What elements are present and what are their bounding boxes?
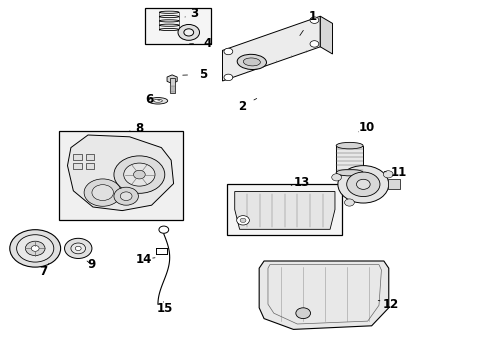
- Text: 3: 3: [190, 7, 198, 20]
- Text: 5: 5: [199, 68, 206, 81]
- Circle shape: [25, 241, 45, 256]
- Text: 12: 12: [382, 298, 399, 311]
- Circle shape: [114, 156, 164, 193]
- Text: 2: 2: [238, 100, 245, 113]
- Polygon shape: [320, 16, 332, 54]
- Ellipse shape: [336, 169, 362, 176]
- Circle shape: [71, 243, 85, 254]
- Circle shape: [75, 246, 81, 251]
- Bar: [144, 8, 211, 44]
- Circle shape: [133, 170, 145, 179]
- Polygon shape: [234, 192, 334, 229]
- Bar: [387, 179, 399, 189]
- Text: 4: 4: [203, 37, 211, 50]
- Bar: [227, 184, 342, 235]
- Circle shape: [309, 41, 318, 47]
- Polygon shape: [67, 135, 173, 211]
- Circle shape: [337, 166, 388, 203]
- Text: 8: 8: [135, 122, 143, 135]
- Bar: [73, 163, 82, 169]
- Ellipse shape: [237, 54, 266, 69]
- Text: 1: 1: [308, 10, 316, 23]
- Circle shape: [178, 24, 199, 40]
- Polygon shape: [167, 75, 177, 84]
- Circle shape: [346, 172, 379, 197]
- Circle shape: [64, 238, 92, 258]
- Ellipse shape: [153, 99, 162, 102]
- Circle shape: [114, 187, 138, 205]
- Polygon shape: [259, 261, 388, 329]
- Ellipse shape: [336, 142, 362, 149]
- Bar: [59, 131, 183, 220]
- Circle shape: [344, 199, 354, 206]
- Text: 15: 15: [156, 302, 173, 315]
- Text: 10: 10: [358, 121, 374, 134]
- Circle shape: [240, 218, 245, 222]
- Circle shape: [10, 230, 61, 267]
- Circle shape: [120, 192, 132, 201]
- Bar: [336, 145, 362, 172]
- Text: 7: 7: [39, 265, 47, 278]
- Bar: [169, 78, 174, 93]
- Circle shape: [31, 246, 39, 251]
- Text: 9: 9: [87, 258, 95, 271]
- Circle shape: [159, 226, 168, 233]
- Circle shape: [331, 174, 341, 181]
- Ellipse shape: [243, 58, 260, 66]
- Circle shape: [383, 171, 392, 178]
- Text: 13: 13: [293, 176, 310, 189]
- Circle shape: [224, 74, 232, 81]
- Bar: [73, 154, 82, 160]
- Circle shape: [356, 179, 369, 189]
- Circle shape: [92, 185, 113, 201]
- Circle shape: [84, 179, 121, 206]
- Bar: [85, 154, 94, 160]
- Circle shape: [236, 216, 249, 225]
- Text: 6: 6: [145, 93, 153, 106]
- Polygon shape: [222, 16, 320, 81]
- Circle shape: [309, 17, 318, 23]
- Circle shape: [17, 235, 54, 262]
- Bar: [85, 163, 94, 169]
- Circle shape: [224, 48, 232, 55]
- Text: 14: 14: [135, 253, 152, 266]
- Circle shape: [123, 163, 155, 186]
- Circle shape: [183, 29, 193, 36]
- Ellipse shape: [148, 98, 167, 104]
- Circle shape: [295, 308, 310, 319]
- Text: 11: 11: [389, 166, 406, 179]
